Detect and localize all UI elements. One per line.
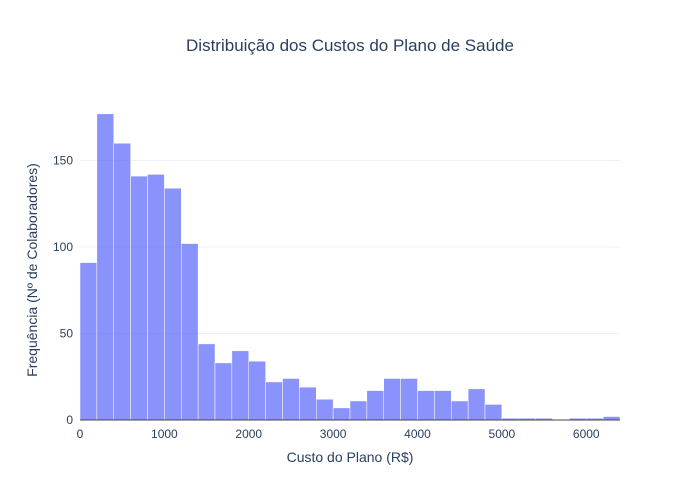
y-tick-label: 100: [53, 240, 73, 254]
histogram-bar: [79, 262, 98, 421]
histogram-bar: [299, 386, 317, 421]
chart-title: Distribuição dos Custos do Plano de Saúd…: [186, 36, 514, 55]
x-tick-label: 2000: [235, 427, 262, 441]
x-tick-label: 6000: [573, 427, 600, 441]
histogram-bar: [147, 174, 165, 421]
x-tick-label: 4000: [404, 427, 431, 441]
histogram-bar: [383, 378, 401, 421]
histogram-bar: [197, 343, 216, 421]
histogram-bar: [332, 407, 351, 421]
histogram-bar: [602, 416, 621, 421]
histogram-bar: [164, 187, 182, 421]
histogram-bar: [231, 350, 249, 421]
y-tick-label: 0: [66, 413, 73, 427]
histogram-bar: [434, 390, 452, 421]
x-tick-label: 1000: [151, 427, 178, 441]
histogram-bar: [265, 381, 283, 421]
x-tick-label: 0: [77, 427, 84, 441]
histogram-bar: [96, 113, 114, 421]
histogram-bar: [467, 388, 486, 421]
histogram-bar: [181, 243, 199, 421]
x-tick-label: 5000: [489, 427, 516, 441]
histogram-bar: [484, 404, 503, 421]
histogram-bar: [316, 398, 334, 421]
histogram-bar: [248, 360, 266, 421]
histogram-bar: [451, 400, 469, 421]
histogram-bar: [400, 378, 418, 421]
y-tick-labels: 0 50 100 150: [53, 154, 73, 427]
y-tick-label: 50: [60, 327, 74, 341]
y-tick-label: 150: [53, 154, 73, 168]
histogram-bar: [130, 175, 148, 421]
x-tick-label: 3000: [320, 427, 347, 441]
histogram-bar: [113, 142, 131, 421]
y-axis-title: Frequência (Nº de Colaboradores): [24, 163, 40, 377]
histogram-bar: [282, 378, 300, 421]
x-axis-title: Custo do Plano (R$): [287, 449, 414, 465]
x-tick-labels: 0 1000 2000 3000 4000 5000 6000: [77, 427, 600, 441]
bars: [79, 113, 621, 421]
histogram-bar: [366, 390, 384, 421]
histogram-bar: [417, 390, 435, 421]
histogram-bar: [214, 362, 233, 421]
histogram-bar: [349, 400, 368, 421]
